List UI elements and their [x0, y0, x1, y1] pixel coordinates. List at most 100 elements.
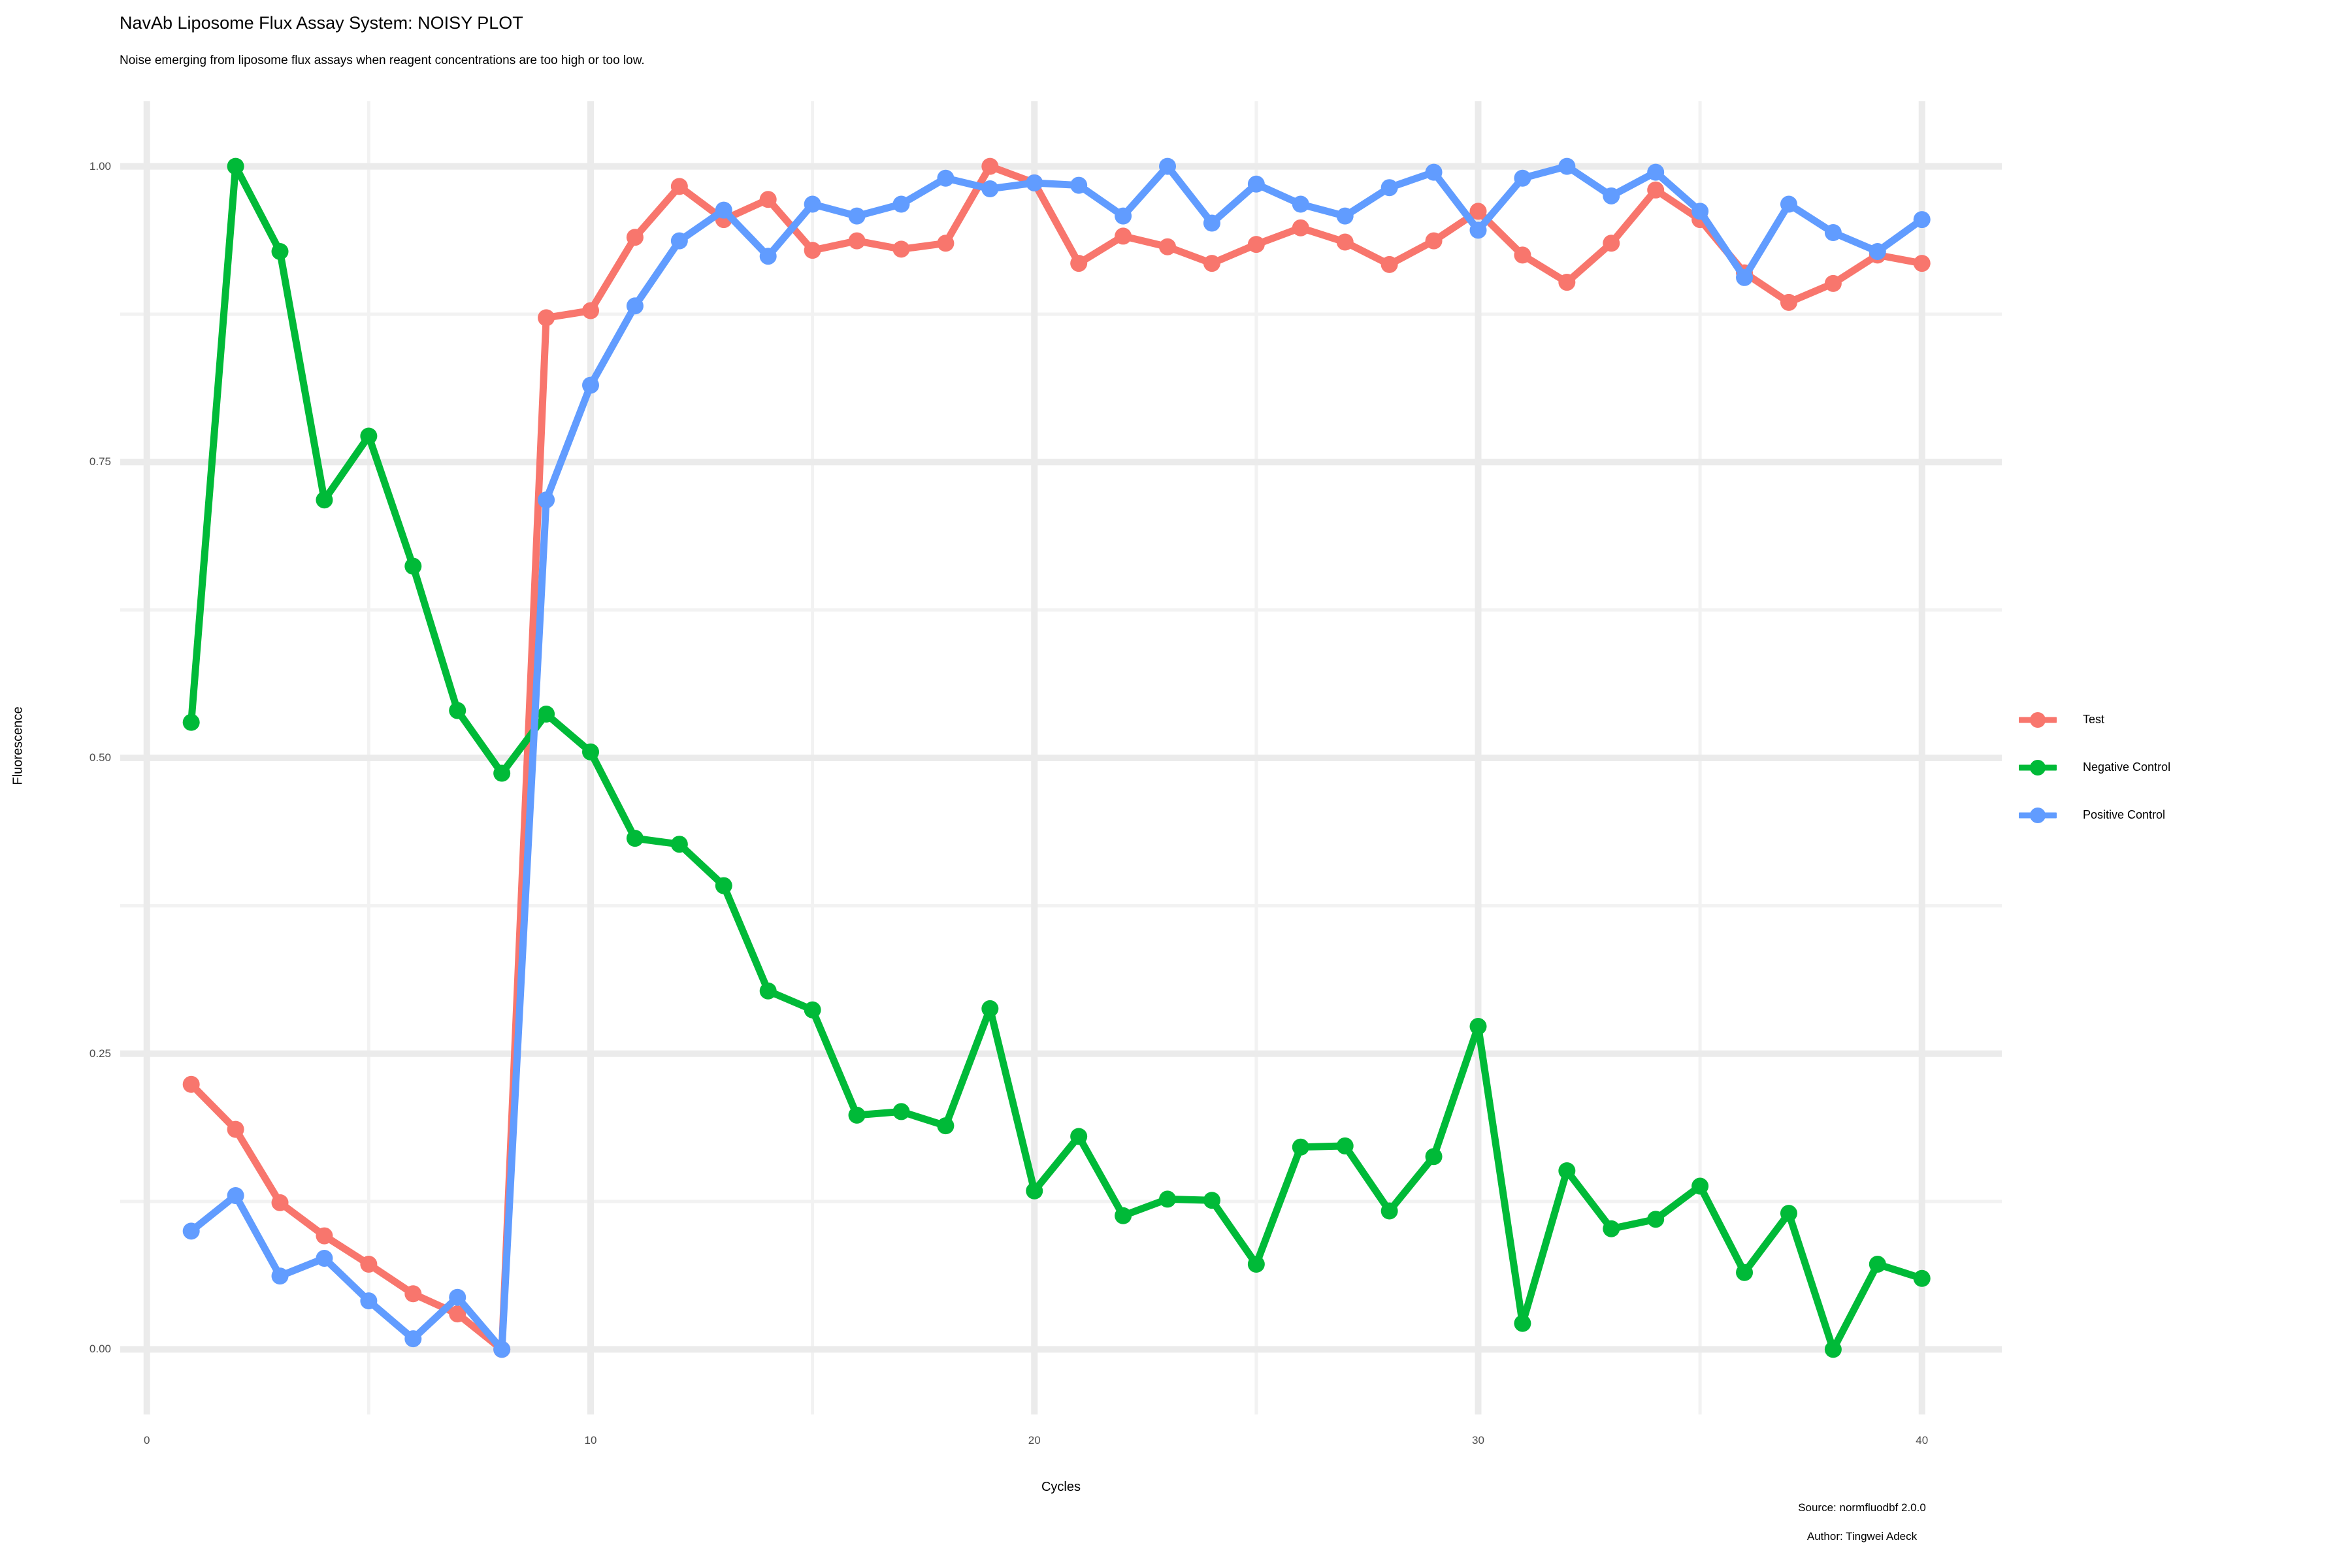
data-point	[1603, 187, 1620, 204]
data-point	[1824, 1341, 1842, 1358]
data-point	[1026, 174, 1043, 191]
data-point	[182, 1222, 200, 1240]
x-tick-label: 40	[1916, 1434, 1929, 1446]
data-point	[1247, 1256, 1265, 1273]
footer-author: Author: Tingwei Adeck	[1806, 1530, 1918, 1543]
data-point	[848, 1106, 866, 1124]
data-point	[715, 877, 732, 894]
data-point	[360, 427, 378, 445]
data-point	[759, 982, 777, 1000]
data-point	[1780, 1205, 1797, 1222]
legend: Test Negative Control Positive Control	[2019, 696, 2319, 839]
data-point	[626, 297, 644, 315]
data-point	[892, 240, 910, 258]
data-point	[715, 201, 732, 219]
data-point	[804, 242, 821, 259]
x-axis-label: Cycles	[1041, 1480, 1081, 1494]
data-point	[1203, 1192, 1220, 1209]
y-tick-label: 0.75	[89, 455, 111, 468]
data-point	[1469, 1018, 1487, 1036]
legend-key-negative-control-icon	[2019, 758, 2057, 777]
data-point	[1603, 1220, 1620, 1237]
data-point	[582, 743, 599, 760]
data-point	[271, 242, 289, 260]
grid-lines	[120, 101, 2002, 1414]
x-tick-label: 0	[144, 1434, 150, 1446]
data-point	[1647, 1211, 1665, 1228]
data-point	[670, 178, 688, 195]
data-point	[1824, 224, 1842, 241]
chart-subtitle: Noise emerging from liposome flux assays…	[120, 54, 645, 67]
data-point	[1691, 1177, 1709, 1195]
data-point	[449, 1305, 466, 1323]
data-point	[1913, 255, 1931, 272]
data-point	[1336, 207, 1354, 225]
footer-source: Source: normfluodbf 2.0.0	[1798, 1501, 1926, 1514]
legend-item-negative-control[interactable]: Negative Control	[2019, 743, 2319, 791]
data-point	[1469, 221, 1487, 239]
data-point	[626, 229, 644, 246]
x-tick-label: 30	[1472, 1434, 1484, 1446]
data-point	[804, 1001, 821, 1019]
data-point	[981, 157, 999, 175]
data-point	[316, 491, 333, 509]
plot-area	[120, 101, 2002, 1414]
data-point	[1647, 163, 1665, 181]
data-point	[1913, 211, 1931, 229]
data-point	[1736, 269, 1754, 286]
legend-item-test[interactable]: Test	[2019, 696, 2319, 743]
data-point	[937, 1117, 955, 1135]
data-point	[981, 1000, 999, 1017]
legend-key-positive-control-icon	[2019, 806, 2057, 825]
data-point	[848, 207, 866, 225]
data-point	[1869, 242, 1886, 260]
data-point	[1070, 176, 1088, 194]
data-point	[1469, 203, 1487, 220]
series-negative-control	[182, 157, 1931, 1358]
data-point	[1647, 181, 1665, 199]
data-point	[1247, 175, 1265, 193]
data-point	[1425, 163, 1443, 181]
y-tick-label: 0.50	[89, 751, 111, 764]
x-tick-label: 10	[584, 1434, 597, 1446]
data-point	[1203, 255, 1220, 272]
data-point	[892, 195, 910, 213]
data-point	[1558, 1162, 1576, 1179]
data-point	[1913, 1269, 1931, 1287]
data-point	[1514, 169, 1531, 187]
series-line	[188, 163, 1926, 1353]
data-point	[1292, 1138, 1309, 1156]
data-point	[182, 1075, 200, 1093]
data-point	[1070, 255, 1088, 272]
data-point	[1691, 203, 1709, 220]
data-point	[670, 836, 688, 853]
data-point	[316, 1227, 333, 1245]
data-point	[937, 169, 955, 187]
data-point	[360, 1292, 378, 1310]
data-point	[759, 191, 777, 208]
data-point	[538, 491, 555, 509]
data-point	[1514, 246, 1531, 264]
data-point	[1558, 274, 1576, 291]
legend-label-negative-control: Negative Control	[2083, 760, 2171, 774]
data-point	[1247, 236, 1265, 253]
data-point	[804, 195, 821, 213]
legend-key-test-icon	[2019, 710, 2057, 730]
data-point	[1026, 1182, 1043, 1200]
data-point	[1159, 157, 1177, 175]
x-axis-ticks: 0 10 20 30 40	[120, 1434, 2002, 1454]
data-point	[538, 309, 555, 327]
x-tick-label: 20	[1028, 1434, 1041, 1446]
data-point	[1869, 1256, 1886, 1273]
data-point	[1380, 179, 1398, 197]
data-point	[1115, 1207, 1132, 1224]
y-tick-label: 0.25	[89, 1047, 111, 1060]
data-point	[271, 1194, 289, 1211]
series-positive-control	[182, 157, 1931, 1358]
legend-item-positive-control[interactable]: Positive Control	[2019, 791, 2319, 839]
data-point	[937, 235, 955, 252]
data-point	[227, 157, 244, 175]
series-line	[188, 163, 1926, 1353]
legend-label-test: Test	[2083, 713, 2105, 726]
data-point	[1425, 1148, 1443, 1166]
